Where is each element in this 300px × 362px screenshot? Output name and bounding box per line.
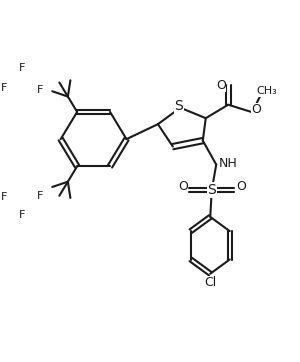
Text: O: O bbox=[252, 103, 262, 116]
Text: NH: NH bbox=[219, 156, 238, 169]
Text: O: O bbox=[216, 79, 226, 92]
Text: F: F bbox=[1, 83, 7, 93]
Text: Cl: Cl bbox=[204, 276, 216, 289]
Text: S: S bbox=[207, 183, 216, 197]
Text: S: S bbox=[175, 99, 183, 113]
Text: F: F bbox=[19, 210, 26, 219]
Text: F: F bbox=[37, 85, 43, 95]
Text: F: F bbox=[19, 63, 26, 73]
Text: F: F bbox=[1, 193, 7, 202]
Text: CH₃: CH₃ bbox=[257, 86, 278, 96]
Text: O: O bbox=[236, 181, 246, 193]
Text: F: F bbox=[37, 191, 43, 201]
Text: O: O bbox=[178, 181, 188, 193]
